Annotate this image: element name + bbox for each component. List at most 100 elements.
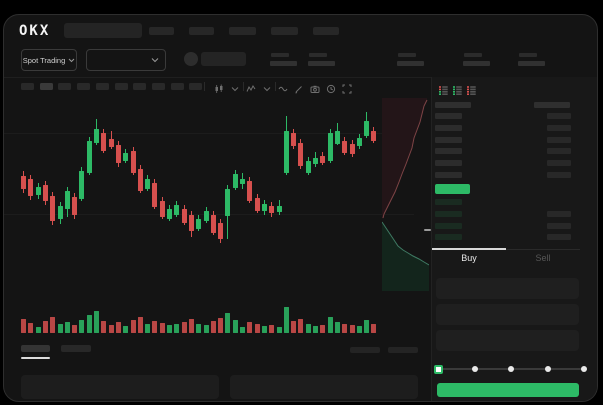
tab-sell[interactable]: Sell [535, 253, 551, 263]
ask-row-price[interactable] [435, 160, 462, 166]
volume-bar [167, 325, 172, 333]
volume-bar [261, 326, 267, 333]
bid-row-amount[interactable] [547, 223, 571, 229]
ask-row-amount[interactable] [547, 113, 571, 119]
bottom-tabs [4, 345, 431, 365]
bottom-tab[interactable] [61, 345, 91, 352]
ask-row-amount[interactable] [547, 137, 571, 143]
candle-body [159, 201, 165, 217]
app-window: OKX Spot Trading [3, 14, 598, 402]
tab-buy[interactable]: Buy [461, 253, 477, 263]
ask-row-price[interactable] [435, 125, 462, 131]
nav-item-4[interactable] [271, 27, 298, 35]
market-type-dropdown[interactable]: Spot Trading [21, 49, 77, 71]
bottom-control[interactable] [388, 347, 418, 353]
bid-row-amount[interactable] [547, 234, 571, 240]
stat-value-bar [308, 61, 335, 66]
candle-body [342, 141, 348, 153]
bid-row-amount[interactable] [547, 211, 571, 217]
candlestick-icon[interactable] [214, 81, 224, 93]
slider-stop[interactable] [544, 366, 551, 372]
idle-tab-indicator [506, 249, 580, 250]
timeframe-button-2[interactable] [39, 83, 53, 90]
line-icon[interactable] [278, 81, 288, 92]
orders-panel [21, 375, 219, 399]
camera-icon[interactable] [310, 81, 320, 93]
ask-row-amount[interactable] [547, 125, 571, 131]
nav-item-3[interactable] [229, 27, 256, 35]
wallet-button[interactable] [201, 52, 246, 66]
ticker-stat-3 [397, 51, 427, 73]
bid-row-price[interactable] [435, 199, 462, 205]
candle-body [35, 187, 41, 195]
volume-chart [21, 303, 379, 333]
volume-bar [101, 321, 107, 333]
volume-bar [42, 321, 48, 333]
candle-body [298, 143, 304, 166]
bottom-tab-active[interactable] [21, 345, 50, 352]
ask-row-price[interactable] [435, 113, 462, 119]
volume-bar [130, 320, 136, 333]
timeframe-button-9[interactable] [170, 83, 184, 90]
volume-bar [21, 319, 26, 333]
ask-row-price[interactable] [435, 137, 462, 143]
ask-row-price[interactable] [435, 172, 462, 178]
timeframe-button-6[interactable] [114, 83, 128, 90]
candle-body [137, 169, 143, 191]
book-asks-icon[interactable] [466, 83, 477, 95]
ask-row-amount[interactable] [547, 148, 571, 154]
slider-stop[interactable] [508, 366, 514, 372]
divider [4, 77, 597, 78]
order-form-field-3[interactable] [436, 330, 579, 351]
depth-asks-area [382, 98, 427, 219]
slider-stop[interactable] [581, 366, 587, 372]
chevron-down-icon [151, 58, 159, 63]
timeframe-button-3[interactable] [58, 83, 72, 90]
indicator-icon[interactable] [246, 81, 256, 92]
timeframe-button-5[interactable] [95, 83, 109, 90]
order-form-field-2[interactable] [436, 304, 579, 325]
candle-body [21, 176, 26, 189]
amount-slider-handle[interactable] [434, 364, 443, 374]
timeframe-button-7[interactable] [133, 83, 147, 90]
bid-row-price[interactable] [435, 223, 462, 229]
candle-body [145, 179, 151, 189]
volume-bar [342, 324, 348, 333]
nav-item-2[interactable] [189, 27, 214, 35]
ask-row-amount[interactable] [547, 172, 571, 178]
timeframe-button-10[interactable] [189, 83, 203, 90]
bid-row-price[interactable] [435, 211, 462, 217]
timeframe-button-4[interactable] [77, 83, 91, 90]
expand-icon[interactable] [342, 81, 352, 94]
book-both-icon[interactable] [438, 83, 449, 95]
timeframe-button-8[interactable] [151, 83, 165, 90]
bid-row-price[interactable] [435, 234, 462, 240]
volume-bar [159, 323, 165, 333]
slider-stop[interactable] [471, 366, 478, 372]
timeframe-button-1[interactable] [21, 83, 34, 90]
bottom-control[interactable] [350, 347, 380, 353]
order-form-field-1[interactable] [436, 278, 579, 299]
stat-label-bar [271, 53, 289, 57]
ask-row-amount[interactable] [547, 160, 571, 166]
stat-label-bar [398, 53, 416, 57]
nav-item-1[interactable] [149, 27, 174, 35]
chevron-down-icon[interactable] [230, 81, 240, 92]
volume-bar [50, 317, 56, 333]
candle-body [152, 183, 158, 207]
book-bids-icon[interactable] [452, 83, 463, 95]
candle-body [291, 133, 297, 146]
search-input[interactable] [64, 23, 142, 38]
nav-item-5[interactable] [313, 27, 339, 35]
depth-asks-line [382, 99, 428, 219]
time-icon[interactable] [326, 81, 336, 94]
chevron-down-icon[interactable] [262, 81, 272, 92]
pair-select-dropdown[interactable] [86, 49, 166, 71]
ask-row-price[interactable] [435, 148, 462, 154]
market-type-label: Spot Trading [22, 55, 66, 65]
avatar[interactable] [184, 52, 198, 66]
pencil-icon[interactable] [294, 81, 304, 94]
buy-submit-button[interactable] [437, 383, 579, 397]
candle-body [305, 161, 311, 173]
candle-body [371, 131, 377, 141]
